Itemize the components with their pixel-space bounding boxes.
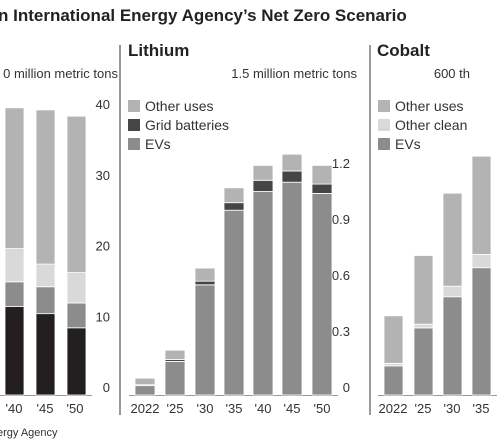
x-tick-label: '30	[444, 401, 461, 416]
bar-segment	[311, 164, 333, 185]
bar-segment	[4, 248, 25, 283]
bar-segment	[194, 267, 216, 282]
y-tick-label: 0.3	[332, 324, 350, 339]
bar-segment	[134, 377, 156, 386]
bar-segment	[35, 313, 56, 396]
bar-segment	[194, 280, 216, 286]
x-tick-label: '50	[314, 401, 331, 416]
x-tick-label: 2022	[131, 401, 160, 416]
bar-segment	[311, 192, 333, 396]
bar-segment	[413, 327, 434, 396]
bar-segment	[252, 179, 274, 192]
x-tick-label: '35	[473, 401, 490, 416]
bar-segment	[383, 315, 404, 364]
y-tick-label: 20	[96, 239, 110, 254]
y-tick-label: 30	[96, 168, 110, 183]
unit-label: 0 million metric tons	[3, 66, 118, 81]
bar-segment	[66, 327, 87, 396]
bar-segment	[413, 323, 434, 329]
bar-segment	[471, 155, 492, 255]
y-tick-label: 0	[343, 380, 350, 395]
bar-segment	[4, 281, 25, 307]
bar-segment	[383, 365, 404, 396]
x-tick-label: '45	[284, 401, 301, 416]
source-note: ergy Agency	[0, 427, 58, 439]
legend-swatch	[378, 138, 390, 150]
x-tick-label: '45	[37, 401, 54, 416]
legend-label: Grid batteries	[145, 117, 229, 133]
legend-label: EVs	[395, 136, 421, 152]
bar-segment	[223, 202, 245, 211]
bar-segment	[164, 360, 186, 396]
bar-segment	[442, 296, 463, 396]
legend-swatch	[128, 100, 140, 112]
legend-label: EVs	[145, 136, 171, 152]
page-title: n International Energy Agency’s Net Zero…	[0, 6, 407, 25]
bar-segment	[35, 263, 56, 288]
x-tick-label: '35	[226, 401, 243, 416]
legend-label: Other uses	[145, 98, 213, 114]
y-tick-label: 40	[96, 97, 110, 112]
bar-segment	[4, 107, 25, 250]
bar-segment	[194, 284, 216, 396]
bar-segment	[311, 183, 333, 194]
y-tick-label: 0.9	[332, 212, 350, 227]
bar-segment	[223, 187, 245, 204]
bar-segment	[66, 272, 87, 304]
y-tick-label: 0	[103, 380, 110, 395]
legend-swatch	[128, 138, 140, 150]
legend-label: Other uses	[395, 98, 463, 114]
bar-segment	[164, 349, 186, 360]
bar-segment	[66, 302, 87, 329]
legend-swatch	[378, 100, 390, 112]
bar-segment	[442, 285, 463, 298]
y-tick-label: 0.6	[332, 268, 350, 283]
legend-label: Other clean	[395, 117, 467, 133]
legend-swatch	[378, 119, 390, 131]
x-tick-label: '25	[415, 401, 432, 416]
bar-segment	[471, 267, 492, 396]
bar-segment	[413, 255, 434, 325]
chart-panel-cobalt: Cobalt 600 th 2022 '25 '30 '35 Other uses Other…	[377, 41, 497, 416]
x-tick-label: 2022	[379, 401, 408, 416]
bar-segment	[66, 115, 87, 273]
chart-panel-lithium: Lithium 1.5 million metric tons 0 0.3 0.6 0.9…	[128, 41, 357, 416]
panel-title: Cobalt	[377, 41, 430, 60]
legend-swatch	[128, 119, 140, 131]
bar-segment	[252, 164, 274, 181]
y-tick-label: 1.2	[332, 156, 350, 171]
x-tick-label: '25	[167, 401, 184, 416]
bar-segment	[281, 170, 303, 183]
bar-segment	[35, 286, 56, 315]
bar-segment	[223, 209, 245, 396]
bar-segment	[281, 181, 303, 396]
unit-label: 1.5 million metric tons	[231, 66, 357, 81]
chart-panel-1: 0 million metric tons 0 10 20 30 40 '40 '45 '50	[0, 66, 118, 416]
bar-segment	[35, 109, 56, 265]
bar-segment	[442, 192, 463, 287]
unit-label: 600 th	[434, 66, 470, 81]
x-tick-label: '40	[6, 401, 23, 416]
bar-segment	[4, 306, 25, 396]
x-tick-label: '40	[255, 401, 272, 416]
bar-segment	[134, 385, 156, 396]
bar-segment	[252, 191, 274, 396]
x-tick-label: '50	[67, 401, 84, 416]
bar-segment	[471, 254, 492, 269]
x-tick-label: '30	[197, 401, 214, 416]
bar-segment	[281, 153, 303, 172]
panel-title: Lithium	[128, 41, 189, 60]
y-tick-label: 10	[96, 309, 110, 324]
